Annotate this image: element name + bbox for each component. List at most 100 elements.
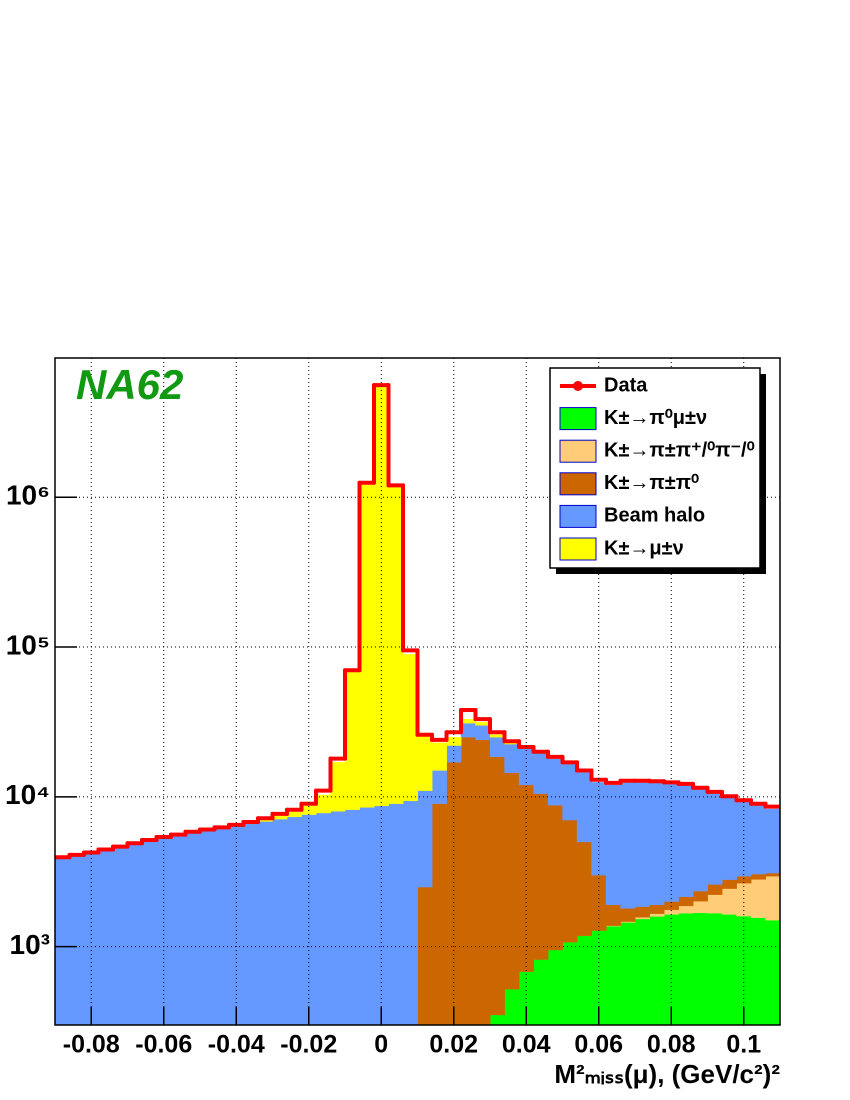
histogram-bar bbox=[489, 1014, 505, 1025]
histogram-bar bbox=[562, 819, 578, 943]
x-tick-label: 0.02 bbox=[429, 1031, 478, 1059]
y-tick-label: 10⁴ bbox=[5, 779, 50, 810]
histogram-bar bbox=[460, 737, 476, 1025]
histogram-bar bbox=[620, 922, 636, 1025]
histogram-bar bbox=[330, 811, 346, 1025]
histogram-bar bbox=[576, 841, 592, 937]
histogram-bar bbox=[359, 484, 375, 808]
histogram-bar bbox=[504, 989, 520, 1025]
x-tick-label: 0.04 bbox=[502, 1031, 551, 1059]
histogram-bar bbox=[475, 739, 491, 1025]
histogram-bar bbox=[750, 805, 766, 875]
y-tick-label: 10³ bbox=[10, 929, 50, 960]
histogram-bar bbox=[605, 904, 621, 926]
histogram-bar bbox=[533, 959, 549, 1025]
histogram-bar bbox=[344, 809, 360, 1025]
histogram-bar bbox=[649, 916, 665, 1025]
histogram-bar bbox=[649, 904, 665, 914]
histogram-bar bbox=[417, 734, 433, 791]
histogram-bar bbox=[98, 850, 114, 1025]
histogram-bar bbox=[736, 883, 752, 917]
histogram-bar bbox=[649, 782, 665, 906]
plot-frame bbox=[54, 357, 781, 1026]
legend: Data K±→π⁰μ±ν K±→π±π⁺/⁰π⁻/⁰ K±→π±π⁰ Beam hal… bbox=[549, 367, 766, 574]
histogram-bar bbox=[605, 926, 621, 1025]
legend-swatch bbox=[559, 439, 597, 463]
histogram-bar bbox=[605, 784, 621, 906]
histogram-bar bbox=[562, 764, 578, 821]
histogram-bar bbox=[446, 762, 462, 1025]
histogram-bar bbox=[750, 879, 766, 918]
histogram-bar bbox=[678, 905, 694, 914]
histogram-bar bbox=[83, 853, 99, 1025]
histogram-bar bbox=[417, 886, 433, 1025]
histogram-bar bbox=[489, 756, 505, 1016]
histogram-bar bbox=[707, 913, 723, 1025]
legend-marker bbox=[573, 381, 583, 391]
histogram-bar bbox=[446, 745, 462, 763]
histogram-bar bbox=[417, 790, 433, 888]
histogram-bar bbox=[286, 816, 302, 1025]
histogram-bar bbox=[721, 888, 737, 915]
histogram-bar bbox=[721, 914, 737, 1025]
histogram-bar bbox=[721, 797, 737, 880]
legend-swatch bbox=[559, 472, 597, 496]
x-tick-label: -0.04 bbox=[208, 1031, 265, 1059]
legend-label: Beam halo bbox=[604, 505, 705, 527]
histogram-bar bbox=[634, 918, 650, 1025]
histogram-bar bbox=[750, 917, 766, 1025]
histogram-bar bbox=[112, 847, 128, 1025]
histogram-bar bbox=[55, 857, 70, 1025]
histogram-bar bbox=[344, 671, 360, 810]
legend-label: Data bbox=[604, 374, 648, 396]
histogram-bar bbox=[185, 832, 201, 1025]
histogram-bar bbox=[228, 825, 244, 1025]
axes: -0.08 -0.06 -0.04 -0.02 0 0.02 0.04 0.06 0.08 0.1… bbox=[5, 480, 761, 1059]
histogram-bar bbox=[649, 913, 665, 917]
x-tick-label: -0.08 bbox=[63, 1031, 120, 1059]
histogram-bar bbox=[460, 723, 476, 738]
histogram-bar bbox=[286, 811, 302, 818]
histogram-bar bbox=[533, 753, 549, 794]
y-tick-label: 10⁵ bbox=[6, 629, 50, 660]
histogram-bar bbox=[707, 884, 723, 895]
data-step-connector bbox=[67, 383, 768, 860]
x-tick-label: 0.08 bbox=[647, 1031, 696, 1059]
histogram-bar bbox=[533, 793, 549, 960]
histogram-bar bbox=[315, 812, 331, 1025]
histogram-bar bbox=[692, 912, 708, 1025]
histogram-bar bbox=[765, 872, 780, 877]
experiment-label: NA62 bbox=[76, 361, 183, 408]
histogram-bar bbox=[359, 807, 375, 1025]
histogram-bar bbox=[315, 794, 331, 814]
histogram-bar bbox=[330, 762, 346, 812]
histogram-bar bbox=[707, 894, 723, 914]
histogram-bar bbox=[634, 782, 650, 907]
histogram-bar bbox=[547, 758, 563, 806]
histogram-bar bbox=[591, 782, 607, 876]
histogram-bar bbox=[692, 890, 708, 902]
histogram-bar bbox=[576, 935, 592, 1025]
histogram-bar bbox=[634, 917, 650, 920]
histogram-bar bbox=[620, 782, 636, 909]
histogram-bar bbox=[692, 901, 708, 914]
histogram-bar bbox=[750, 873, 766, 880]
histogram-bar bbox=[170, 835, 186, 1025]
histogram-bar bbox=[199, 829, 215, 1025]
legend-label: K±→π⁰μ±ν bbox=[604, 407, 707, 429]
legend-swatch bbox=[559, 537, 597, 561]
legend-label: K±→μ±ν bbox=[604, 537, 684, 559]
histogram-bar bbox=[765, 808, 780, 874]
histogram-bar bbox=[272, 818, 288, 1025]
histogram-bar bbox=[678, 896, 694, 907]
histogram-bar bbox=[431, 742, 447, 771]
x-tick-label: 0 bbox=[374, 1031, 388, 1059]
legend-label: K±→π±π⁺/⁰π⁻/⁰ bbox=[604, 439, 755, 461]
legend-box bbox=[549, 367, 761, 569]
histogram-bar bbox=[431, 770, 447, 804]
histogram-bar bbox=[620, 908, 636, 922]
histogram-bar bbox=[547, 805, 563, 951]
histogram-bar bbox=[721, 879, 737, 889]
histogram-bar bbox=[243, 823, 259, 1025]
